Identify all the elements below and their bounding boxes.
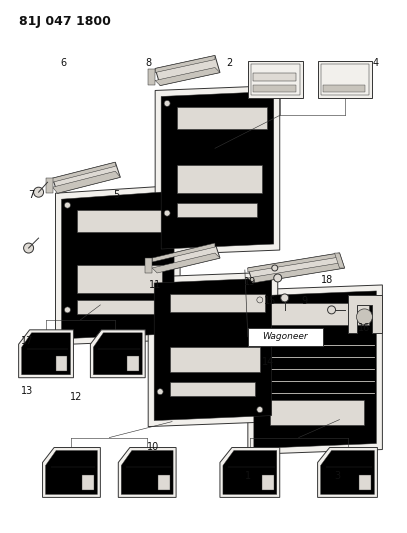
Bar [317, 61, 372, 99]
Polygon shape [155, 55, 215, 72]
Bar [321, 63, 370, 95]
Polygon shape [53, 171, 120, 193]
Bar [323, 85, 365, 92]
Text: 1: 1 [245, 472, 251, 481]
Text: 3: 3 [334, 472, 340, 481]
Polygon shape [46, 178, 53, 193]
Polygon shape [53, 162, 115, 182]
Circle shape [164, 210, 170, 216]
Text: 18: 18 [321, 275, 333, 285]
Text: 6: 6 [61, 59, 67, 68]
Bar [270, 400, 364, 425]
Bar [177, 203, 257, 217]
Text: 13: 13 [21, 386, 33, 397]
Bar [177, 165, 262, 193]
Text: 9: 9 [302, 296, 308, 306]
Polygon shape [317, 448, 377, 497]
Text: 7: 7 [28, 190, 34, 200]
Polygon shape [155, 55, 220, 85]
Text: 14: 14 [262, 357, 275, 367]
Bar [170, 294, 265, 312]
Polygon shape [335, 253, 344, 268]
Polygon shape [43, 448, 101, 497]
Polygon shape [348, 295, 383, 333]
Polygon shape [154, 278, 272, 421]
Bar [77, 210, 167, 232]
Polygon shape [53, 162, 120, 193]
Circle shape [64, 202, 70, 208]
Polygon shape [145, 258, 152, 273]
Circle shape [272, 265, 278, 271]
Bar [55, 356, 68, 370]
Polygon shape [248, 285, 383, 455]
Polygon shape [248, 253, 339, 272]
Polygon shape [148, 69, 155, 85]
Circle shape [24, 243, 34, 253]
Polygon shape [19, 330, 73, 378]
Polygon shape [61, 191, 174, 339]
Bar [253, 85, 295, 92]
Bar [253, 72, 295, 82]
Polygon shape [254, 291, 376, 449]
Circle shape [274, 274, 282, 282]
Polygon shape [155, 68, 220, 85]
Bar [177, 108, 267, 130]
Polygon shape [118, 448, 176, 497]
Text: 11: 11 [149, 280, 161, 290]
Text: 19: 19 [244, 278, 256, 287]
Polygon shape [46, 450, 97, 495]
Text: 12: 12 [70, 392, 82, 402]
Polygon shape [152, 243, 215, 262]
Polygon shape [22, 333, 70, 375]
Text: Wagoneer: Wagoneer [263, 332, 308, 341]
Polygon shape [223, 450, 277, 495]
Polygon shape [321, 450, 374, 495]
Circle shape [64, 307, 70, 313]
Text: 81J 047 1800: 81J 047 1800 [19, 15, 111, 28]
Circle shape [157, 389, 163, 394]
Bar [127, 356, 139, 370]
Circle shape [357, 309, 372, 325]
Text: 8: 8 [146, 59, 152, 68]
Circle shape [281, 294, 289, 302]
Bar [248, 61, 303, 99]
Text: 4: 4 [373, 59, 379, 68]
Polygon shape [220, 448, 280, 497]
Polygon shape [248, 253, 344, 283]
Text: 17: 17 [21, 336, 33, 346]
Bar [359, 475, 372, 490]
Bar [270, 303, 370, 325]
Polygon shape [152, 243, 220, 273]
Bar [77, 265, 162, 293]
Text: 15: 15 [264, 296, 277, 306]
Text: 10: 10 [147, 442, 159, 452]
Circle shape [164, 100, 170, 107]
Circle shape [257, 407, 263, 413]
Polygon shape [148, 272, 278, 426]
Bar [170, 347, 260, 372]
Polygon shape [90, 330, 145, 378]
Text: 16: 16 [358, 322, 370, 333]
Polygon shape [155, 85, 280, 255]
Bar [82, 475, 94, 490]
Circle shape [328, 306, 335, 314]
Polygon shape [93, 333, 142, 375]
Text: 5: 5 [113, 190, 119, 200]
Text: 2: 2 [227, 59, 233, 68]
Bar [262, 475, 274, 490]
Polygon shape [248, 263, 344, 283]
Circle shape [257, 297, 263, 303]
Bar [77, 300, 157, 314]
Bar [251, 63, 300, 95]
Polygon shape [55, 185, 180, 345]
Bar [158, 475, 170, 490]
Polygon shape [152, 253, 220, 273]
Polygon shape [161, 92, 274, 249]
Polygon shape [121, 450, 173, 495]
Bar [170, 382, 255, 395]
Bar [248, 328, 323, 346]
Circle shape [34, 187, 44, 197]
